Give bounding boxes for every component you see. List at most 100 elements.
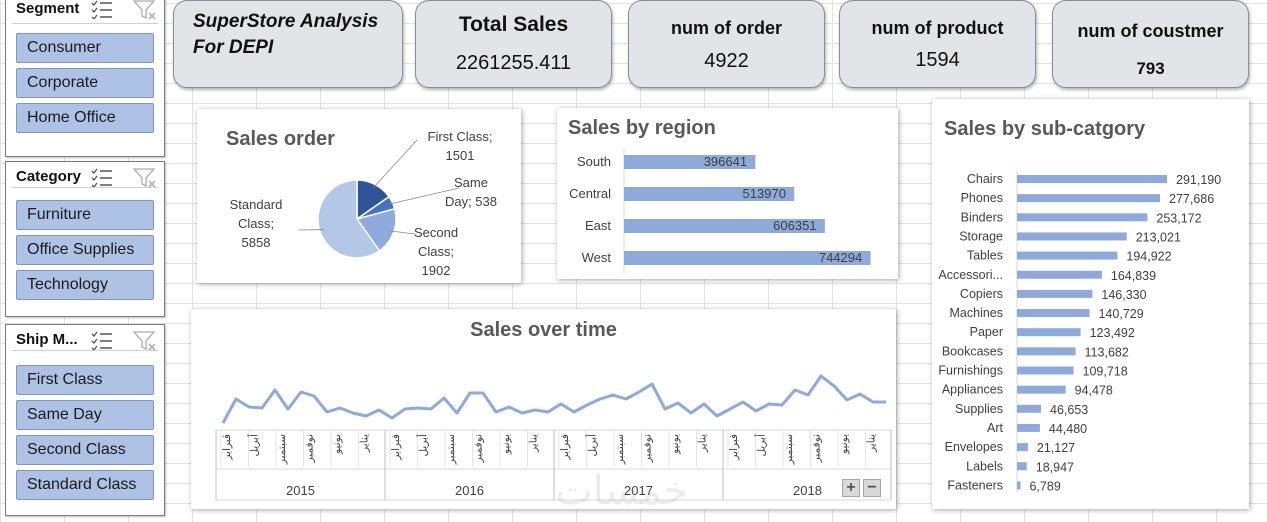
- pie-slice-second-class: [355, 207, 397, 252]
- ship-mode-slicer: Ship M... First Class Same Day Second Cl…: [5, 324, 165, 516]
- pie-data-label: Day; 538: [445, 194, 497, 209]
- subcategory-label: Copiers: [960, 287, 1003, 301]
- region-value-label: 513970: [743, 186, 786, 201]
- slicer-item-same-day[interactable]: Same Day: [16, 400, 154, 430]
- sales-order-chart[interactable]: Sales order First Class; 1501 Same Day; 538…: [197, 109, 521, 283]
- subcategory-value-label: 46,653: [1050, 403, 1088, 417]
- subcategory-value-label: 253,172: [1156, 211, 1201, 225]
- total-sales-card: Total Sales 2261255.411: [415, 0, 612, 88]
- sales-by-region-chart[interactable]: Sales by region South 396641 Central 513970…: [557, 108, 898, 279]
- subcategory-value-label: 140,729: [1098, 307, 1143, 321]
- subcategory-value-label: 6,789: [1029, 479, 1060, 493]
- month-tick-label: نوفمبر: [642, 434, 654, 463]
- subcategory-bar: [1017, 423, 1040, 432]
- subcategory-label: Art: [987, 421, 1004, 435]
- subcategory-label: Paper: [970, 325, 1003, 339]
- subcategory-label: Fasteners: [947, 478, 1003, 492]
- pie-data-label: 1501: [446, 148, 475, 163]
- month-tick-label: نوفمبر: [304, 434, 316, 463]
- expand-field-button[interactable]: +: [842, 479, 860, 497]
- month-tick-label: يونيو: [500, 434, 512, 455]
- ship-mode-slicer-title: Ship M...: [16, 331, 78, 348]
- pie-data-label: 5858: [242, 235, 271, 250]
- subcategory-label: Storage: [959, 229, 1003, 243]
- pie-data-label: Class;: [238, 216, 274, 231]
- multi-select-icon[interactable]: [90, 330, 114, 350]
- month-tick-label: أبريل: [754, 434, 768, 457]
- subcategory-value-label: 164,839: [1111, 269, 1156, 283]
- month-tick-label: يناير: [697, 434, 709, 453]
- pie-leader-line: [388, 187, 460, 205]
- month-tick-label: أبريل: [585, 434, 599, 457]
- multi-select-icon[interactable]: [90, 167, 114, 187]
- segment-slicer-header: Segment: [12, 0, 158, 24]
- subcategory-value-label: 277,686: [1169, 192, 1214, 206]
- slicer-item-office-supplies[interactable]: Office Supplies: [16, 235, 154, 265]
- region-value-label: 744294: [819, 250, 862, 265]
- collapse-field-button[interactable]: −: [863, 479, 881, 497]
- segment-slicer-title: Segment: [16, 0, 80, 17]
- pie-leader-line: [372, 139, 418, 189]
- total-sales-label: Total Sales: [458, 13, 569, 36]
- subcategory-bars: Chairs 291,190 Phones 277,686 Binders 253,172…: [938, 171, 1221, 493]
- slicer-item-furniture[interactable]: Furniture: [16, 200, 154, 230]
- region-category-label: South: [577, 154, 611, 169]
- subcategory-bar: [1017, 289, 1093, 298]
- sales-by-region-title: Sales by region: [568, 117, 716, 139]
- sales-by-subcategory-title: Sales by sub-catgory: [944, 118, 1146, 140]
- month-tick-label: سبتمبر: [276, 434, 288, 465]
- slicer-item-consumer[interactable]: Consumer: [16, 33, 154, 63]
- month-tick-label: يونيو: [331, 434, 343, 455]
- subcategory-value-label: 213,021: [1136, 230, 1181, 244]
- clear-filter-icon[interactable]: [132, 330, 158, 352]
- subcategory-label: Accessori...: [938, 268, 1003, 282]
- subcategory-label: Furnishings: [938, 364, 1003, 378]
- category-slicer-title: Category: [16, 168, 82, 185]
- slicer-item-corporate[interactable]: Corporate: [16, 68, 154, 98]
- clear-filter-icon[interactable]: [132, 0, 158, 21]
- subcategory-bar: [1017, 404, 1042, 413]
- pie-data-label: 1902: [422, 263, 451, 278]
- sales-by-subcategory-chart[interactable]: Sales by sub-catgory Chairs 291,190 Phones…: [932, 99, 1249, 509]
- slicer-item-standard-class[interactable]: Standard Class: [16, 470, 154, 500]
- subcategory-label: Supplies: [955, 402, 1003, 416]
- subcategory-value-label: 21,127: [1037, 441, 1075, 455]
- region-bar-east: [624, 219, 825, 233]
- subcategory-bar: [1017, 232, 1127, 241]
- watermark: خمسات: [555, 468, 689, 514]
- sales-order-pie: First Class; 1501 Same Day; 538 Second Class;…: [230, 129, 497, 278]
- multi-select-icon[interactable]: [90, 0, 114, 19]
- month-tick-label: فبراير: [221, 434, 233, 461]
- subcategory-bar: [1017, 251, 1118, 260]
- subcategory-value-label: 44,480: [1049, 422, 1087, 436]
- slicer-item-technology[interactable]: Technology: [16, 270, 154, 300]
- num-product-value: 1594: [915, 49, 960, 71]
- slicer-item-first-class[interactable]: First Class: [16, 365, 154, 395]
- subcategory-value-label: 146,330: [1101, 288, 1146, 302]
- subcategory-bar: [1017, 213, 1148, 222]
- month-tick-label: نوفمبر: [473, 434, 485, 463]
- subcategory-value-label: 123,492: [1090, 326, 1135, 340]
- slicer-item-second-class[interactable]: Second Class: [16, 435, 154, 465]
- year-label-2016: 2016: [455, 483, 484, 498]
- num-order-value: 4922: [704, 50, 749, 72]
- sales-over-time-chart[interactable]: Sales over time فبراير أبريل سبتمبر نوفمبر ي…: [191, 309, 896, 509]
- subcategory-value-label: 291,190: [1176, 173, 1221, 187]
- subcategory-bar: [1017, 385, 1066, 394]
- subcategory-bar: [1017, 347, 1076, 356]
- subcategory-bar: [1017, 443, 1028, 452]
- subcategory-label: Phones: [961, 191, 1003, 205]
- subcategory-bar: [1017, 309, 1090, 318]
- month-tick-label: أبريل: [247, 434, 261, 457]
- month-tick-label: فبراير: [728, 434, 740, 461]
- sales-line-series: [221, 374, 886, 424]
- year-label-2015: 2015: [286, 483, 315, 498]
- month-tick-label: سبتمبر: [783, 434, 795, 465]
- slicer-item-home-office[interactable]: Home Office: [16, 103, 154, 133]
- num-customer-card: num of coustmer 793: [1052, 0, 1249, 88]
- subcategory-bar: [1017, 328, 1081, 337]
- region-category-label: East: [585, 218, 611, 233]
- subcategory-bar: [1017, 462, 1027, 471]
- clear-filter-icon[interactable]: [132, 167, 158, 189]
- num-order-card: num of order 4922: [628, 0, 825, 88]
